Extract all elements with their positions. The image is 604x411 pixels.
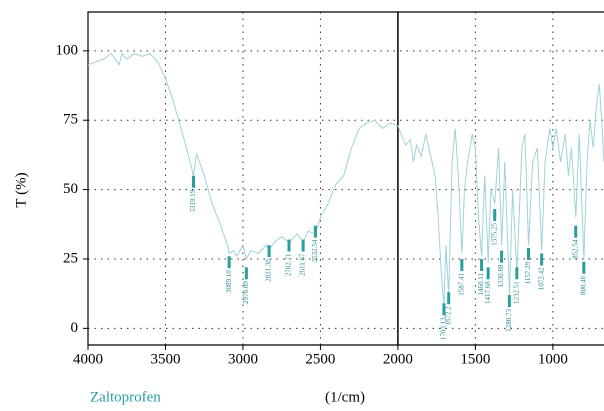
peak-marker: [460, 258, 464, 271]
y-tick-label: 25: [63, 250, 78, 266]
peak-marker: [480, 258, 484, 271]
peak-marker: [227, 256, 231, 269]
peak-label: 852.54: [571, 239, 579, 259]
peak-label: 2532.54: [311, 239, 319, 262]
peak-marker: [287, 239, 291, 252]
peak-marker: [244, 267, 248, 280]
peak-marker: [442, 303, 446, 316]
peak-label: 1460.11: [477, 272, 485, 295]
sample-name: Zaltoprofen: [90, 389, 161, 405]
peak-marker: [191, 175, 195, 188]
x-tick-label: 1000: [538, 351, 568, 367]
y-tick-label: 0: [71, 320, 79, 336]
x-tick-label: 2000: [383, 351, 413, 367]
x-tick-label: 4000: [73, 351, 103, 367]
y-tick-label: 50: [63, 181, 78, 197]
x-tick-label: 3000: [228, 351, 258, 367]
peak-marker: [301, 239, 305, 252]
peak-marker: [574, 225, 578, 238]
peak-marker: [493, 209, 497, 222]
peak-label: 1280.73: [505, 309, 513, 332]
peak-label: 1072.42: [537, 267, 545, 290]
peak-label: 2611.67: [299, 253, 307, 276]
y-tick-label: 75: [63, 112, 78, 128]
x-tick-label: 1500: [460, 351, 490, 367]
peak-marker: [313, 225, 317, 238]
x-tick-label: 2500: [305, 351, 335, 367]
y-tick-label: 100: [56, 42, 79, 58]
peak-label: 1417.68: [484, 281, 492, 304]
peak-label: 1587.41: [457, 272, 465, 295]
peak-marker: [507, 295, 511, 308]
peak-marker: [447, 292, 451, 305]
peak-label: 800.46: [579, 275, 587, 295]
peak-label: 2978.09: [242, 281, 250, 304]
peak-marker: [500, 250, 504, 263]
peak-marker: [582, 261, 586, 274]
peak-label: 2702.71: [285, 253, 293, 276]
peak-label: 3319.19: [189, 189, 197, 212]
peak-label: 1703.13: [440, 317, 448, 340]
peak-marker: [267, 245, 271, 258]
y-axis-label: T (%): [13, 172, 29, 207]
peak-label: 3089.10: [225, 270, 233, 293]
x-tick-label: 3500: [150, 351, 180, 367]
peak-marker: [540, 253, 544, 266]
x-axis-label: (1/cm): [325, 389, 365, 405]
axes-frame: [87, 11, 604, 346]
peak-label: 1232.51: [512, 281, 520, 304]
spectrum-line: [87, 52, 604, 307]
peak-marker: [515, 267, 519, 280]
peak-label: 1375.25: [490, 223, 498, 246]
peak-marker: [486, 267, 490, 280]
peak-marker: [526, 247, 530, 260]
peak-label: 2831.30: [265, 259, 273, 282]
peak-label: 1672.2: [444, 306, 452, 326]
peak-label: 1157.29: [524, 261, 532, 284]
peak-label: 1330.88: [497, 264, 505, 287]
